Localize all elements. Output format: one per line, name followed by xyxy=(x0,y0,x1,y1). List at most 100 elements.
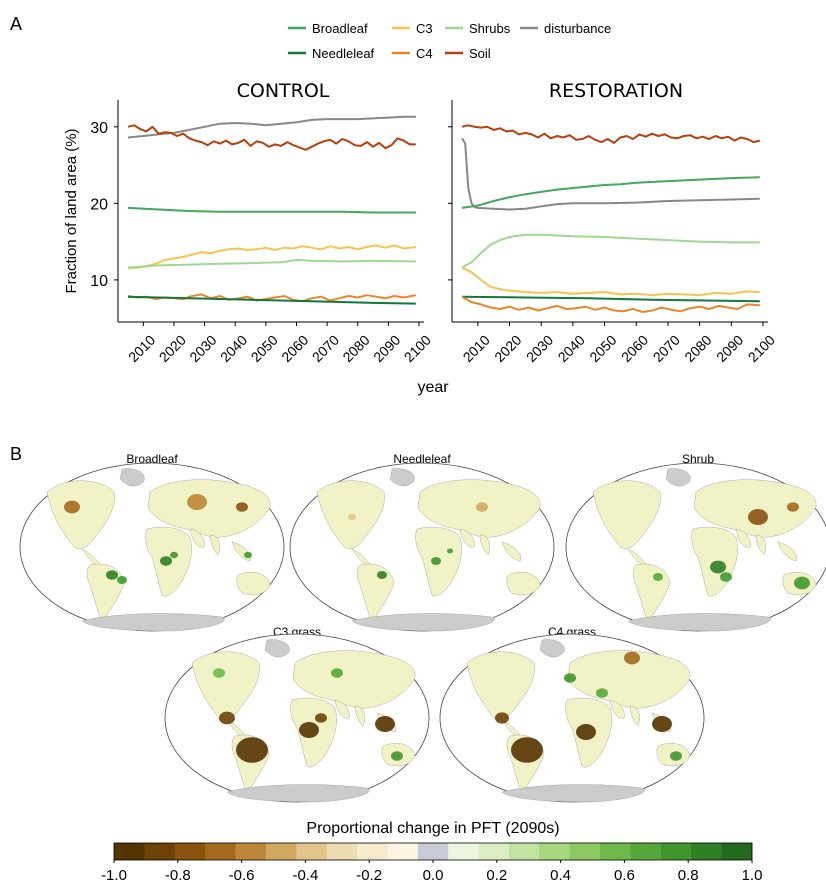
map-broadleaf xyxy=(19,462,285,632)
x-tick-label: 2090 xyxy=(713,332,746,365)
landmass-eu xyxy=(292,650,416,709)
map-needleleaf xyxy=(289,462,555,632)
y-tick-label: 20 xyxy=(90,196,108,213)
panel-label-a: A xyxy=(10,14,22,34)
change-patch xyxy=(236,737,268,763)
x-tick-label: 2040 xyxy=(217,332,250,365)
legend-item-needleleaf: Needleleaf xyxy=(288,46,375,61)
colorbar-swatch xyxy=(508,843,540,860)
colorbar-swatch xyxy=(326,843,358,860)
legend-label: disturbance xyxy=(544,21,611,36)
series-line-broadleaf xyxy=(127,206,416,214)
legend-item-disturbance: disturbance xyxy=(520,21,611,36)
change-patch xyxy=(219,711,235,725)
landmass-an xyxy=(351,613,495,632)
landmass-eu xyxy=(693,479,817,538)
legend-item-broadleaf: Broadleaf xyxy=(288,21,368,36)
colorbar-swatch xyxy=(205,843,236,860)
colorbar-tick-label: 0.0 xyxy=(423,867,444,884)
landmass-na xyxy=(191,651,260,720)
x-tick-label: 2030 xyxy=(186,332,219,365)
legend-item-soil: Soil xyxy=(445,46,491,61)
change-patch xyxy=(495,712,509,724)
chart-title-restoration: RESTORATION xyxy=(549,80,683,102)
colorbar-tick-label: -0.8 xyxy=(165,867,191,884)
x-tick-label: 2070 xyxy=(309,332,342,365)
change-patch xyxy=(670,751,682,761)
colorbar-swatch xyxy=(174,843,206,860)
colorbar-tick-label: 0.6 xyxy=(614,867,635,884)
series-line-broadleaf xyxy=(461,176,760,209)
x-tick-label: 2080 xyxy=(339,332,372,365)
change-patch xyxy=(331,668,343,678)
change-patch xyxy=(653,573,663,581)
x-tick-label: 2010 xyxy=(460,332,493,365)
change-patch xyxy=(624,651,640,665)
colorbar-swatch xyxy=(660,843,692,860)
colorbar-swatch xyxy=(569,843,601,860)
colorbar-tick-label: 1.0 xyxy=(742,867,763,884)
colorbar-swatch xyxy=(691,843,722,860)
y-tick-label: 30 xyxy=(90,120,108,137)
colorbar-swatch xyxy=(296,843,327,860)
landmass-na xyxy=(46,480,115,549)
panel-label-b: B xyxy=(10,444,22,464)
series-line-soil xyxy=(127,124,416,151)
series-line-soil xyxy=(461,124,761,144)
change-patch xyxy=(117,576,127,584)
landmass-in xyxy=(209,534,220,556)
x-tick-label: 2100 xyxy=(745,332,778,365)
change-patch xyxy=(106,570,118,580)
map-title-broadleaf: Broadleaf xyxy=(126,452,178,466)
change-patch xyxy=(64,500,80,514)
change-patch xyxy=(431,557,441,565)
change-patch xyxy=(652,716,672,732)
landmass-me xyxy=(735,528,751,548)
landmass-an xyxy=(226,784,370,803)
legend-label: Needleleaf xyxy=(312,46,375,61)
x-tick-label: 2030 xyxy=(523,332,556,365)
map-shrub xyxy=(565,462,826,632)
x-tick-label: 2050 xyxy=(248,332,281,365)
x-tick-label: 2090 xyxy=(370,332,403,365)
change-patch xyxy=(170,551,178,559)
landmass-me xyxy=(609,699,625,719)
x-tick-label: 2020 xyxy=(491,332,524,365)
series-line-disturbance xyxy=(461,137,760,211)
landmass-gl xyxy=(665,468,691,487)
map-title-needleleaf: Needleleaf xyxy=(393,452,451,466)
change-patch xyxy=(476,502,488,512)
landmass-an xyxy=(81,613,225,632)
series-line-shrubs xyxy=(127,259,416,269)
legend: Broadleaf C3 Shrubs disturbance Needleleaf C4… xyxy=(288,21,611,61)
landmass-me xyxy=(459,528,475,548)
legend-item-c4: C4 xyxy=(392,46,433,61)
landmass-in xyxy=(479,534,490,556)
chart-title-control: CONTROL xyxy=(237,80,330,102)
colorbar-title: Proportional change in PFT (2090s) xyxy=(306,820,559,837)
change-patch xyxy=(564,673,576,683)
change-patch xyxy=(299,722,319,738)
change-patch xyxy=(787,502,799,512)
maps xyxy=(19,462,826,803)
landmass-eu xyxy=(147,479,271,538)
change-patch xyxy=(213,668,225,678)
change-patch xyxy=(794,576,810,590)
colorbar-swatch xyxy=(478,843,510,860)
series-line-shrubs xyxy=(461,233,760,269)
colorbar-tick-label: -1.0 xyxy=(101,867,127,884)
change-patch xyxy=(447,548,453,554)
x-tick-label: 2080 xyxy=(681,332,714,365)
y-axis-label: Fraction of land area (%) xyxy=(63,128,80,293)
colorbar-swatch xyxy=(357,843,388,860)
landmass-gl xyxy=(539,639,565,658)
change-patch xyxy=(377,571,387,579)
y-tick-label: 10 xyxy=(90,273,108,290)
landmass-in xyxy=(755,534,766,556)
colorbar-tick-label: 0.8 xyxy=(678,867,699,884)
change-patch xyxy=(720,572,732,582)
landmass-sea xyxy=(501,541,522,562)
x-axis-label: year xyxy=(417,379,449,396)
change-patch xyxy=(596,688,608,698)
map-title-shrub: Shrub xyxy=(682,452,714,466)
